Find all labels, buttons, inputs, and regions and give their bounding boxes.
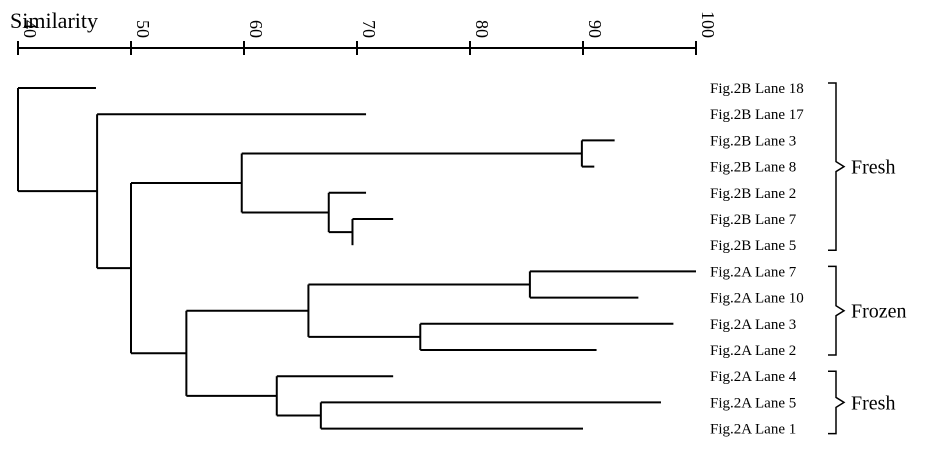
leaf-label: Fig.2B Lane 8 <box>710 160 796 176</box>
leaf-label: Fig.2A Lane 1 <box>710 422 796 438</box>
leaf-label: Fig.2B Lane 5 <box>710 238 796 254</box>
axis-tick-label: 70 <box>359 20 379 38</box>
group-bracket <box>828 370 846 435</box>
group-label: Frozen <box>851 301 907 323</box>
leaf-label: Fig.2B Lane 2 <box>710 186 796 202</box>
axis-tick-label: 80 <box>472 20 492 38</box>
axis-tick-label: 100 <box>698 11 718 38</box>
leaf-label: Fig.2B Lane 17 <box>710 107 804 123</box>
group-label: Fresh <box>851 392 895 414</box>
similarity-axis: 40 50 60 70 80 90 100 <box>17 11 718 55</box>
axis-tick-label: 50 <box>133 20 153 38</box>
leaf-label: Fig.2B Lane 3 <box>710 133 796 149</box>
axis-tick-label: 60 <box>246 20 266 38</box>
leaf-label: Fig.2A Lane 5 <box>710 395 796 411</box>
leaf-label: Fig.2A Lane 10 <box>710 291 804 307</box>
group-label: Fresh <box>851 157 895 179</box>
group-bracket <box>828 265 846 356</box>
leaf-labels: Fig.2B Lane 18 Fig.2B Lane 17 Fig.2B Lane … <box>710 81 804 438</box>
axis-tick-label: 90 <box>585 20 605 38</box>
leaf-label: Fig.2B Lane 7 <box>710 212 797 228</box>
dendrogram-tree <box>17 87 696 430</box>
leaf-label: Fig.2A Lane 4 <box>710 369 797 385</box>
group-bracket <box>828 82 846 251</box>
axis-title: Similarity <box>10 8 98 33</box>
leaf-label: Fig.2B Lane 18 <box>710 81 804 97</box>
leaf-label: Fig.2A Lane 2 <box>710 343 796 359</box>
leaf-label: Fig.2A Lane 7 <box>710 264 797 280</box>
leaf-label: Fig.2A Lane 3 <box>710 317 796 333</box>
axis-tick-label: 40 <box>20 20 40 38</box>
group-brackets: Fresh Frozen Fresh <box>828 82 907 435</box>
